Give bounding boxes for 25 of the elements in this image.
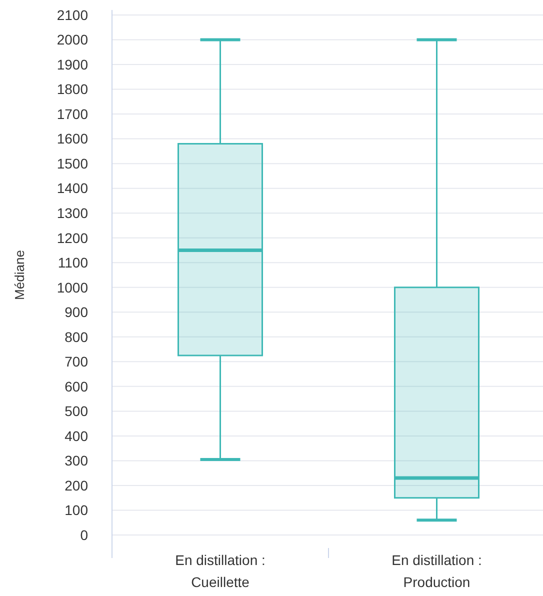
y-tick-label: 400: [64, 428, 88, 444]
y-tick-label: 200: [64, 477, 88, 494]
y-tick-label: 1700: [56, 106, 88, 122]
y-tick-label: 1100: [58, 254, 88, 271]
y-tick-label: 500: [64, 403, 88, 420]
y-tick-label: 1300: [56, 204, 88, 221]
y-tick-label: 1500: [56, 155, 88, 172]
y-tick-label: 1600: [56, 130, 88, 147]
y-tick-label: 0: [80, 526, 88, 543]
y-tick-label: 100: [64, 502, 88, 518]
y-tick-label: 900: [64, 304, 88, 320]
y-tick-label: 1000: [56, 279, 88, 296]
y-tick-label: 1900: [56, 56, 88, 72]
y-tick-label: 700: [64, 354, 88, 370]
y-tick-label: 2000: [56, 32, 88, 48]
y-tick-label: 800: [64, 328, 88, 345]
y-tick-label: 2100: [56, 6, 88, 23]
y-tick-label: 1200: [56, 230, 88, 246]
x-tick-label: En distillation : Production: [392, 552, 482, 590]
y-tick-label: 600: [64, 378, 88, 394]
y-tick-label: 1800: [56, 81, 88, 98]
y-tick-label: 1400: [56, 180, 88, 196]
y-tick-label: 300: [64, 452, 88, 469]
y-axis-title: Médiane: [12, 250, 27, 300]
x-tick-label: En distillation : Cueillette: [175, 552, 266, 590]
